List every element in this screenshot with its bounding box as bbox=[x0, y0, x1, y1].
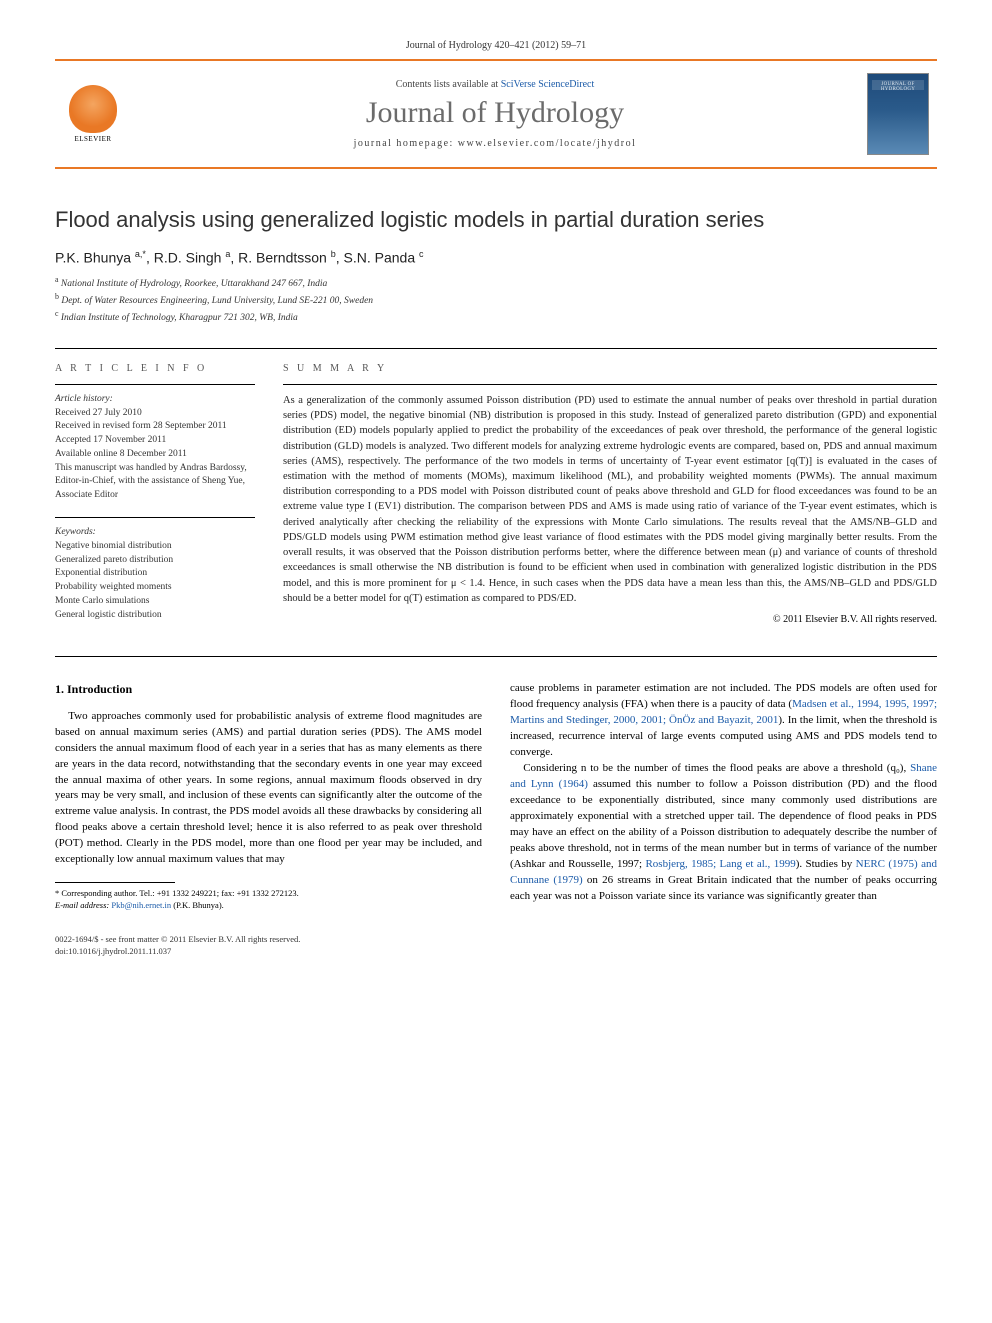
author-list: P.K. Bhunya a,*, R.D. Singh a, R. Berndt… bbox=[55, 249, 937, 266]
affiliation-line: c Indian Institute of Technology, Kharag… bbox=[55, 308, 937, 325]
email-link[interactable]: Pkb@nih.ernet.in bbox=[111, 900, 171, 910]
body-divider bbox=[55, 656, 937, 657]
article-info-column: A R T I C L E I N F O Article history: R… bbox=[55, 363, 255, 636]
body-columns: 1. Introduction Two approaches commonly … bbox=[55, 681, 937, 912]
history-line: Received 27 July 2010 bbox=[55, 407, 255, 421]
history-line: Available online 8 December 2011 bbox=[55, 448, 255, 462]
keyword: Exponential distribution bbox=[55, 567, 255, 581]
sciencedirect-link[interactable]: SciVerse ScienceDirect bbox=[501, 79, 595, 90]
history-label: Article history: bbox=[55, 393, 255, 407]
homepage-prefix: journal homepage: bbox=[354, 138, 458, 149]
body-paragraph: cause problems in parameter estimation a… bbox=[510, 681, 937, 761]
journal-banner: ELSEVIER Contents lists available at Sci… bbox=[55, 59, 937, 169]
footer-line: 0022-1694/$ - see front matter © 2011 El… bbox=[55, 934, 937, 946]
page-footer: 0022-1694/$ - see front matter © 2011 El… bbox=[55, 934, 937, 958]
keyword: Generalized pareto distribution bbox=[55, 554, 255, 568]
article-info-label: A R T I C L E I N F O bbox=[55, 363, 255, 374]
article-history: Article history: Received 27 July 2010Re… bbox=[55, 393, 255, 503]
article-title: Flood analysis using generalized logisti… bbox=[55, 207, 937, 233]
publisher-logo: ELSEVIER bbox=[63, 82, 123, 147]
affiliations: a National Institute of Hydrology, Roork… bbox=[55, 274, 937, 326]
contents-line: Contents lists available at SciVerse Sci… bbox=[141, 79, 849, 90]
homepage-url: www.elsevier.com/locate/jhydrol bbox=[458, 138, 637, 149]
affiliation-line: a National Institute of Hydrology, Roork… bbox=[55, 274, 937, 291]
info-summary-row: A R T I C L E I N F O Article history: R… bbox=[55, 348, 937, 636]
summary-column: S U M M A R Y As a generalization of the… bbox=[283, 363, 937, 636]
keyword: General logistic distribution bbox=[55, 609, 255, 623]
citation-link[interactable]: Rosbjerg, 1985; Lang et al., 1999 bbox=[645, 858, 795, 870]
summary-text: As a generalization of the commonly assu… bbox=[283, 393, 937, 606]
footnote-separator bbox=[55, 882, 175, 883]
history-line: Received in revised form 28 September 20… bbox=[55, 420, 255, 434]
keywords-block: Keywords: Negative binomial distribution… bbox=[55, 526, 255, 622]
affiliation-line: b Dept. of Water Resources Engineering, … bbox=[55, 291, 937, 308]
email-label: E-mail address: bbox=[55, 900, 111, 910]
contents-prefix: Contents lists available at bbox=[396, 79, 501, 90]
divider bbox=[55, 517, 255, 518]
keyword: Probability weighted moments bbox=[55, 581, 255, 595]
body-text: ). Studies by bbox=[796, 858, 856, 870]
homepage-line: journal homepage: www.elsevier.com/locat… bbox=[141, 138, 849, 149]
elsevier-tree-icon bbox=[69, 85, 117, 133]
keyword: Negative binomial distribution bbox=[55, 540, 255, 554]
body-text: assumed this number to follow a Poisson … bbox=[510, 778, 937, 870]
summary-label: S U M M A R Y bbox=[283, 363, 937, 374]
keyword: Monte Carlo simulations bbox=[55, 595, 255, 609]
page-root: Journal of Hydrology 420–421 (2012) 59–7… bbox=[0, 0, 992, 998]
body-text: Considering n to be the number of times … bbox=[523, 762, 910, 774]
footer-doi: doi:10.1016/j.jhydrol.2011.11.037 bbox=[55, 946, 937, 958]
body-paragraph: Considering n to be the number of times … bbox=[510, 761, 937, 904]
history-line: Accepted 17 November 2011 bbox=[55, 434, 255, 448]
divider bbox=[55, 384, 255, 385]
banner-center: Contents lists available at SciVerse Sci… bbox=[141, 79, 849, 149]
history-line: This manuscript was handled by Andras Ba… bbox=[55, 462, 255, 503]
email-footnote: E-mail address: Pkb@nih.ernet.in (P.K. B… bbox=[55, 900, 482, 912]
journal-cover-thumb: JOURNAL OF HYDROLOGY bbox=[867, 73, 929, 155]
body-paragraph: Two approaches commonly used for probabi… bbox=[55, 709, 482, 868]
summary-copyright: © 2011 Elsevier B.V. All rights reserved… bbox=[283, 614, 937, 625]
corresponding-author-footnote: * Corresponding author. Tel.: +91 1332 2… bbox=[55, 888, 482, 900]
citation-header: Journal of Hydrology 420–421 (2012) 59–7… bbox=[55, 40, 937, 51]
keywords-label: Keywords: bbox=[55, 526, 255, 540]
journal-name: Journal of Hydrology bbox=[141, 96, 849, 130]
publisher-name: ELSEVIER bbox=[74, 135, 111, 143]
divider bbox=[283, 384, 937, 385]
section-heading: 1. Introduction bbox=[55, 681, 482, 698]
title-block: Flood analysis using generalized logisti… bbox=[55, 207, 937, 326]
email-suffix: (P.K. Bhunya). bbox=[171, 900, 224, 910]
cover-thumb-label: JOURNAL OF HYDROLOGY bbox=[868, 82, 928, 92]
